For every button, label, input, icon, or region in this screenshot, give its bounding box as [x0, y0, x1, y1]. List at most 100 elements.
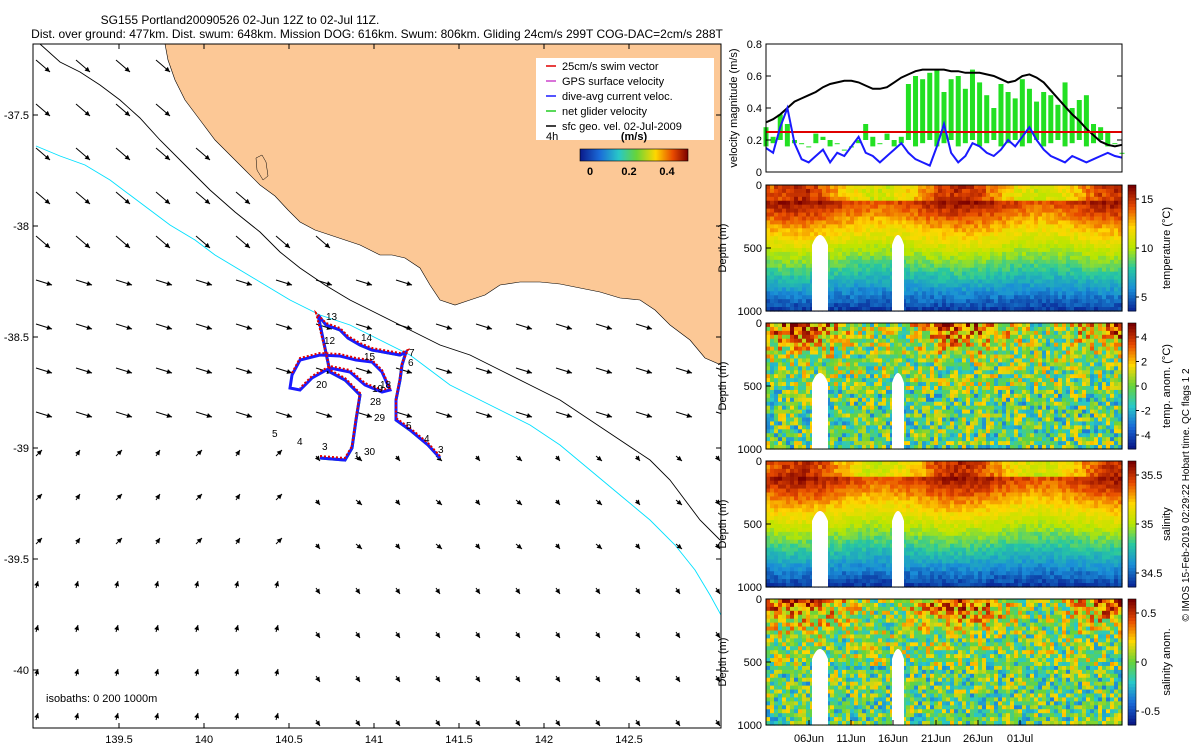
section-y-tick-label: 1000 [738, 306, 762, 318]
net-velocity-bar [1048, 95, 1054, 144]
colorbar-label: salinity anom. [1161, 628, 1173, 695]
net-velocity-bar [1083, 95, 1089, 147]
data-gap [892, 235, 904, 311]
net-velocity-bar [941, 92, 947, 144]
net-velocity-bar [1091, 124, 1097, 144]
colorbar-tick-label: -4 [1141, 430, 1151, 442]
net-velocity-bar [1062, 82, 1068, 147]
section-panels: 0 500 1000 Depth (m) 15 10 5 temperature (°C) 0 5… [717, 180, 1173, 732]
dive-label: 3 [438, 445, 444, 456]
net-velocity-bar [820, 136, 826, 140]
net-velocity-bar [977, 82, 983, 147]
section-panel: 0 500 1000 Depth (m) 4 2 0 -2 -4 temp. anom. (°C) [717, 318, 1173, 456]
section-x-ticks: 06Jun 11Jun 16Jun 21Jun 26Jun 01Jul [794, 720, 1033, 745]
section-panel: 0 500 1000 Depth (m) 15 10 5 temperature (°C) [717, 180, 1173, 318]
net-velocity-bar [1041, 92, 1047, 147]
dive-label: 7 [409, 348, 415, 359]
legend-label: dive-avg current veloc. [562, 91, 673, 103]
section-y-tick-label: 500 [744, 243, 762, 255]
section-colorbar: 0.5 0 -0.5 [1127, 598, 1160, 726]
colorbar-tick-label: 5 [1141, 292, 1147, 304]
net-velocity-bar [870, 136, 876, 147]
map-y-tick-label: -39.5 [4, 554, 29, 566]
net-velocity-bar [806, 146, 812, 148]
legend-label: net glider velocity [562, 106, 647, 118]
colorbar-tick-label: 0.5 [1141, 608, 1156, 620]
chart-title: SG155 Portland20090526 02-Jun 12Z to 02-… [101, 13, 380, 27]
net-velocity-bar [955, 76, 961, 147]
net-velocity-bar [934, 69, 940, 147]
colorbar-tick-label: 10 [1141, 243, 1153, 255]
map-y-tick-label: -40 [13, 665, 29, 677]
section-y-tick-label: 1000 [738, 582, 762, 594]
net-velocity-bar [927, 72, 933, 140]
net-velocity-bar [898, 136, 904, 144]
net-velocity-bar [884, 133, 890, 140]
net-velocity-bar [799, 143, 805, 145]
legend-label: GPS surface velocity [562, 76, 665, 88]
dive-label: 15 [364, 352, 376, 363]
map-y-tick-label: -37.5 [4, 110, 29, 122]
legend-label: 25cm/s swim vector [562, 61, 659, 73]
colorbar-label: temp. anom. (°C) [1161, 344, 1173, 428]
glider-track [288, 309, 442, 462]
isobath-200m [35, 145, 721, 616]
data-gap [812, 649, 828, 725]
map-x-ticks: 139.5 140 140.5 141 141.5 142 142.5 [105, 44, 643, 746]
map-x-tick-label: 141 [365, 734, 383, 746]
map-x-tick-label: 141.5 [445, 734, 473, 746]
net-velocity-bar [969, 69, 975, 140]
colorbar-tick-label: 2 [1141, 357, 1147, 369]
copyright-note: © IMOS 15-Feb-2019 02:29:22 Hobart time.… [1181, 368, 1192, 621]
dive-label: 29 [374, 413, 386, 424]
velocity-y-tick-label: 0.6 [747, 71, 762, 83]
dive-label: 6 [408, 358, 414, 369]
dive-label: 3 [322, 442, 328, 453]
colorbar-tick-label: 35.5 [1141, 470, 1162, 482]
net-velocity-bar [998, 84, 1004, 147]
section-y-tick-label: 0 [756, 594, 762, 606]
section-y-tick-label: 0 [756, 456, 762, 468]
dive-label: 5 [406, 421, 412, 432]
colorbar-tick-label: 0.4 [659, 166, 675, 178]
net-velocity-bar [834, 143, 840, 145]
section-x-tick-label: 16Jun [878, 733, 908, 745]
dive-label: 14 [361, 333, 373, 344]
track-swim-vectors [291, 309, 441, 460]
net-velocity-bar [1012, 98, 1018, 140]
section-y-tick-label: 500 [744, 519, 762, 531]
map-x-tick-label: 139.5 [105, 734, 133, 746]
data-gap [892, 649, 904, 725]
section-colorbar: 4 2 0 -2 -4 [1127, 322, 1151, 450]
section-y-tick-label: 0 [756, 180, 762, 192]
dive-label: 19 [372, 384, 384, 395]
isobaths-note: isobaths: 0 200 1000m [46, 693, 157, 705]
colorbar-tick-label: 4 [1141, 332, 1147, 344]
velocity-arrow [715, 367, 721, 371]
net-velocity-bar [877, 143, 883, 145]
net-velocity-bar [784, 124, 790, 147]
velocity-y-tick-label: 0.2 [747, 135, 762, 147]
map-y-tick-label: -39 [13, 443, 29, 455]
dive-label: 13 [326, 312, 338, 323]
net-velocity-bar [1034, 101, 1040, 140]
section-x-tick-label: 26Jun [963, 733, 993, 745]
map-y-ticks: -37.5 -38 -38.5 -39 -39.5 -40 [4, 110, 721, 677]
dive-label: 4 [424, 434, 430, 445]
map-legend: 25cm/s swim vector GPS surface velocity di… [536, 58, 714, 140]
section-depth-label: Depth (m) [717, 638, 729, 687]
section-y-tick-label: 1000 [738, 444, 762, 456]
net-velocity-bar [770, 136, 776, 144]
net-velocity-bar [856, 140, 862, 144]
velocity-arrow [715, 411, 721, 415]
map-y-tick-label: -38.5 [4, 332, 29, 344]
section-panel: 0 500 1000 Depth (m) 35.5 35 34.5 salinity [717, 456, 1173, 594]
section-y-tick-label: 1000 [738, 720, 762, 732]
net-velocity-bar [948, 79, 954, 140]
net-velocity-bar [991, 108, 997, 140]
dive-label: 1 [354, 451, 360, 462]
velocity-series-line [765, 104, 1123, 167]
